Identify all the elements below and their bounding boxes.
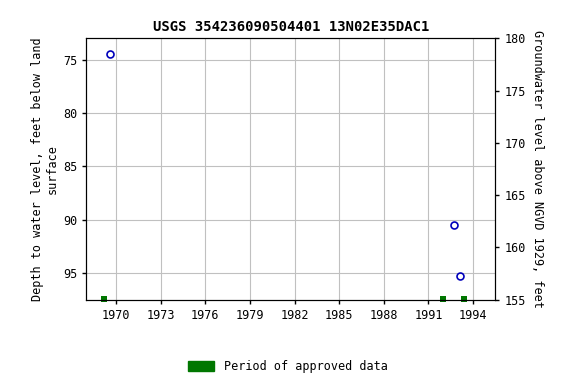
Y-axis label: Groundwater level above NGVD 1929, feet: Groundwater level above NGVD 1929, feet [531,30,544,308]
Legend: Period of approved data: Period of approved data [184,356,392,378]
Y-axis label: Depth to water level, feet below land
surface: Depth to water level, feet below land su… [31,37,59,301]
Title: USGS 354236090504401 13N02E35DAC1: USGS 354236090504401 13N02E35DAC1 [153,20,429,35]
